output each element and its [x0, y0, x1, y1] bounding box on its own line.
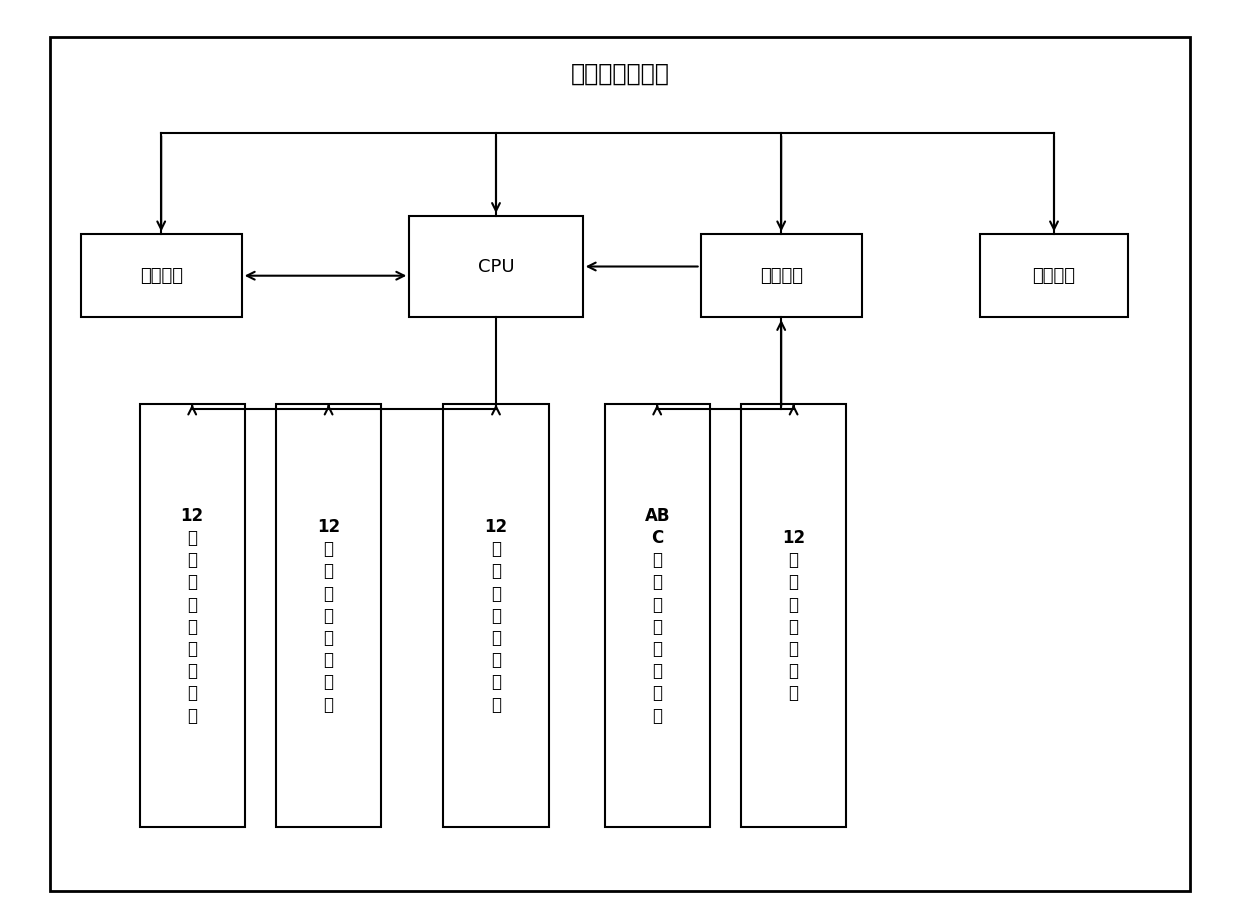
Bar: [701, 234, 862, 317]
Text: 多回路控制终端: 多回路控制终端: [570, 62, 670, 85]
Text: 12
路
开
关
量
输
入
单
元: 12 路 开 关 量 输 入 单 元: [485, 518, 507, 713]
Bar: [605, 404, 709, 827]
Bar: [980, 234, 1128, 317]
Bar: [742, 404, 847, 827]
Text: CPU: CPU: [477, 257, 515, 276]
Text: 通讯单元: 通讯单元: [140, 267, 182, 285]
Bar: [275, 404, 381, 827]
Text: 12
路
分
合
闸
控
制
单
元: 12 路 分 合 闸 控 制 单 元: [317, 518, 340, 713]
Text: AB
C
三
相
电
压
采
样
单
元: AB C 三 相 电 压 采 样 单 元: [645, 507, 670, 724]
Text: 电源单元: 电源单元: [1033, 267, 1075, 285]
Bar: [139, 404, 246, 827]
Bar: [81, 234, 242, 317]
Text: 运放单元: 运放单元: [760, 267, 802, 285]
Bar: [444, 404, 549, 827]
Bar: [409, 216, 583, 317]
Text: 12
路
分
励
脱
扣
控
制
单
元: 12 路 分 励 脱 扣 控 制 单 元: [181, 507, 203, 724]
Text: 12
路
电
流
采
样
单
元: 12 路 电 流 采 样 单 元: [782, 529, 805, 702]
